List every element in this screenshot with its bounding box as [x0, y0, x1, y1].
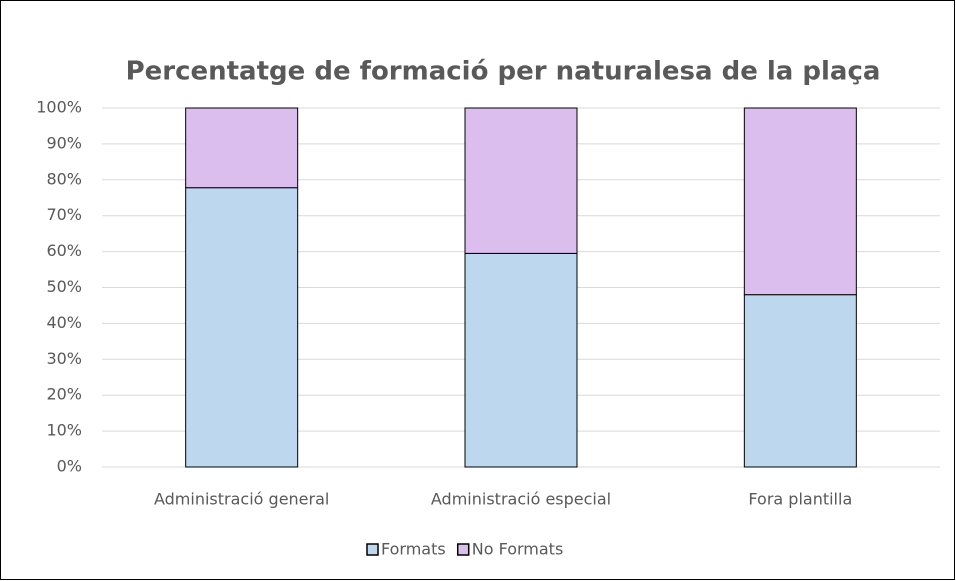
- y-tick-label: 10%: [46, 421, 82, 440]
- bar-segment: [464, 107, 578, 254]
- legend-swatch: [456, 543, 470, 556]
- bar-segment: [743, 294, 857, 468]
- bar-segment: [743, 107, 857, 296]
- y-tick-label: 20%: [46, 385, 82, 404]
- y-tick-label: 60%: [46, 241, 82, 260]
- y-tick-label: 40%: [46, 313, 82, 332]
- bar-segment: [464, 252, 578, 468]
- y-tick-label: 0%: [57, 457, 82, 476]
- y-tick-label: 80%: [46, 169, 82, 188]
- x-tick-label: Administració especial: [431, 490, 611, 509]
- legend-label: Formats: [381, 540, 446, 559]
- y-tick-label: 100%: [36, 98, 82, 117]
- legend-label: No Formats: [472, 540, 564, 559]
- y-tick-label: 30%: [46, 349, 82, 368]
- y-tick-label: 70%: [46, 205, 82, 224]
- x-tick-label: Administració general: [154, 490, 329, 509]
- x-tick-label: Fora plantilla: [748, 490, 852, 509]
- bar-segment: [185, 107, 299, 189]
- y-tick-label: 90%: [46, 133, 82, 152]
- legend-swatch: [366, 543, 379, 556]
- y-tick-label: 50%: [46, 277, 82, 296]
- chart-title: Percentatge de formació per naturalesa d…: [126, 57, 881, 87]
- bar-segment: [185, 187, 299, 468]
